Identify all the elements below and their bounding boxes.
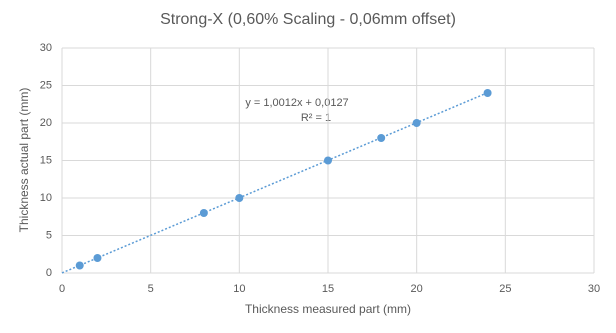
x-tick-label: 15 <box>322 283 334 295</box>
x-tick-label: 25 <box>499 283 511 295</box>
trendline-equation: y = 1,0012x + 0,0127 <box>245 97 348 109</box>
y-axis-label: Thickness actual part (mm) <box>17 88 31 233</box>
x-tick-label: 30 <box>588 283 600 295</box>
point <box>75 261 84 270</box>
point <box>324 156 332 165</box>
x-tick-label: 0 <box>59 283 65 295</box>
y-tick-label: 15 <box>40 154 52 166</box>
y-tick-label: 10 <box>40 192 52 204</box>
chart-title: Strong-X (0,60% Scaling - 0,06mm offset) <box>160 11 456 28</box>
y-tick-label: 30 <box>40 42 52 54</box>
point <box>483 89 492 97</box>
trendline-r2: R² = 1 <box>301 112 331 124</box>
x-tick-label: 20 <box>411 283 423 295</box>
x-axis-label: Thickness measured part (mm) <box>245 302 411 316</box>
y-tick-label: 5 <box>46 229 52 241</box>
y-tick-label: 20 <box>40 117 52 129</box>
point <box>199 209 208 217</box>
trendline <box>61 91 488 274</box>
x-tick-label: 5 <box>148 283 154 295</box>
point <box>377 134 386 142</box>
point <box>93 254 102 262</box>
point <box>412 119 421 127</box>
y-tick-label: 25 <box>40 79 52 91</box>
y-tick-label: 0 <box>46 267 52 279</box>
x-tick-label: 10 <box>233 283 245 295</box>
point <box>235 194 244 202</box>
